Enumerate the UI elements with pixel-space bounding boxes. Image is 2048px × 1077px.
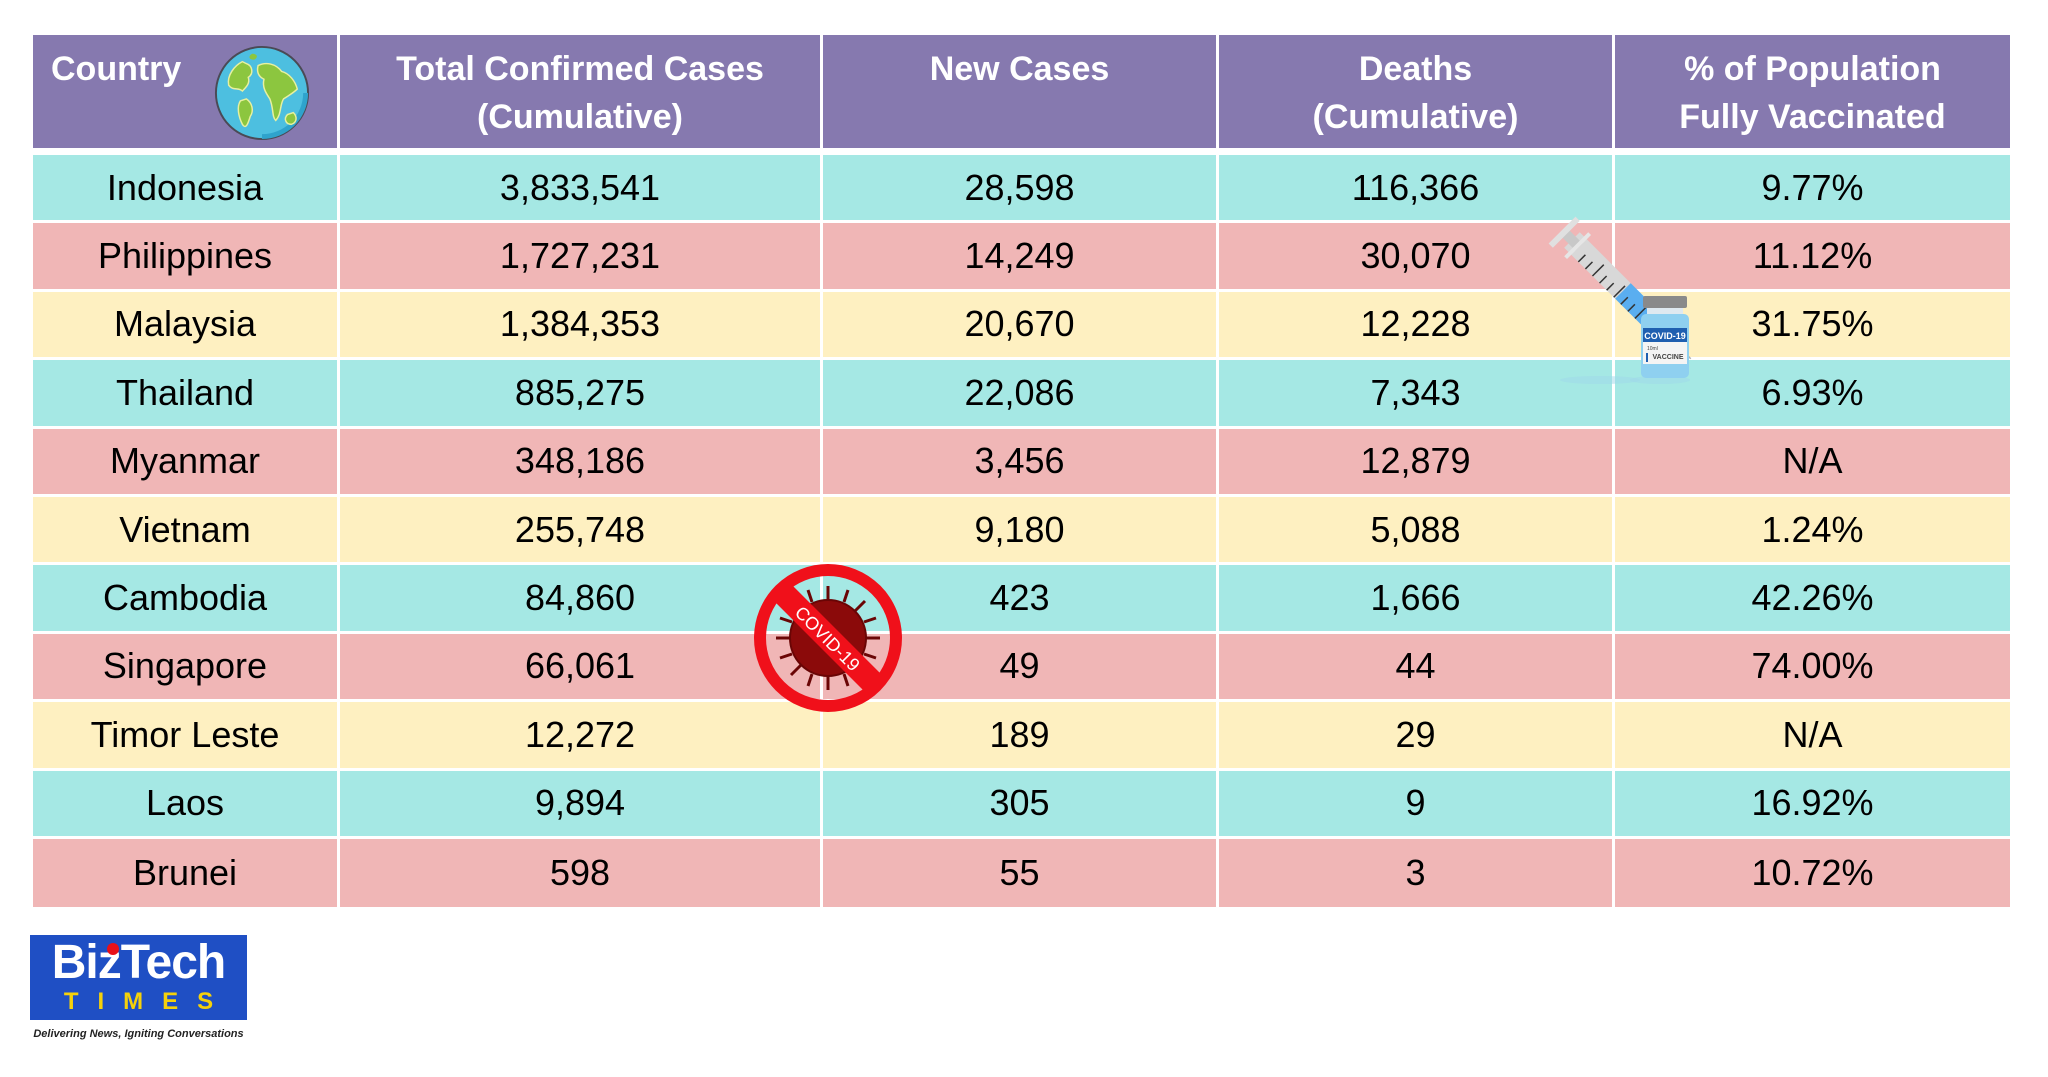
cell-deaths: 1,666 [1219, 565, 1615, 631]
cell-total-cases: 3,833,541 [340, 155, 823, 221]
header-new-cases-line1: New Cases [929, 50, 1110, 88]
biztech-times-logo: BizTech TIMES [30, 935, 247, 1020]
cell-deaths: 12,228 [1219, 291, 1615, 358]
cell-new-cases: 9,180 [823, 496, 1219, 563]
header-total-cases-line2: (Cumulative) [477, 98, 683, 136]
asean-covid-table: Country Total Confirmed Cases (Cumulativ… [33, 35, 2010, 908]
table-row-vietnam: Vietnam 255,748 9,180 5,088 1.24% [33, 496, 2010, 566]
table-row-myanmar: Myanmar 348,186 3,456 12,879 N/A [33, 428, 2010, 497]
header-deaths-line1: Deaths [1358, 50, 1473, 88]
table-row-cambodia: Cambodia 84,860 423 1,666 42.26% [33, 565, 2010, 634]
cell-vaccinated: 74.00% [1615, 633, 2010, 700]
logo-red-dot [107, 943, 119, 955]
cell-new-cases: 22,086 [823, 360, 1219, 426]
cell-country: Philippines [33, 223, 340, 289]
cell-total-cases: 348,186 [340, 428, 823, 494]
cell-total-cases: 84,860 [340, 565, 823, 631]
header-total-cases-line1: Total Confirmed Cases [396, 50, 764, 88]
header-deaths: Deaths (Cumulative) [1219, 35, 1615, 148]
table-header: Country Total Confirmed Cases (Cumulativ… [33, 35, 2010, 148]
cell-country: Vietnam [33, 496, 340, 563]
cell-deaths: 12,879 [1219, 428, 1615, 494]
table-row-indonesia: Indonesia 3,833,541 28,598 116,366 9.77% [33, 155, 2010, 224]
header-vaccinated-line2: Fully Vaccinated [1679, 98, 1946, 136]
header-country-label: Country [51, 50, 182, 88]
cell-deaths: 3 [1219, 838, 1615, 908]
cell-country: Timor Leste [33, 702, 340, 768]
table-body: Indonesia 3,833,541 28,598 116,366 9.77%… [33, 155, 2010, 908]
cell-vaccinated: 16.92% [1615, 770, 2010, 836]
cell-deaths: 29 [1219, 702, 1615, 768]
cell-country: Malaysia [33, 291, 340, 358]
cell-deaths: 30,070 [1219, 223, 1615, 289]
header-deaths-line2: (Cumulative) [1312, 98, 1519, 136]
cell-new-cases: 3,456 [823, 428, 1219, 494]
syringe-vaccine-icon: COVID-19 10ml VACCINE [1548, 216, 1692, 384]
svg-text:10ml: 10ml [1647, 346, 1658, 352]
cell-vaccinated: 1.24% [1615, 496, 2010, 563]
cell-deaths: 9 [1219, 770, 1615, 836]
cell-total-cases: 598 [340, 838, 823, 908]
header-new-cases: New Cases [823, 35, 1219, 148]
table-row-brunei: Brunei 598 55 3 10.72% [33, 838, 2010, 908]
cell-country: Thailand [33, 360, 340, 426]
cell-total-cases: 66,061 [340, 633, 823, 700]
cell-country: Laos [33, 770, 340, 836]
table-row-philippines: Philippines 1,727,231 14,249 30,070 11.1… [33, 223, 2010, 292]
table-row-timor-leste: Timor Leste 12,272 189 29 N/A [33, 702, 2010, 771]
cell-total-cases: 1,727,231 [340, 223, 823, 289]
cell-country: Brunei [33, 838, 340, 908]
table-row-laos: Laos 9,894 305 9 16.92% [33, 770, 2010, 839]
cell-total-cases: 1,384,353 [340, 291, 823, 358]
cell-deaths: 44 [1219, 633, 1615, 700]
cell-vaccinated: N/A [1615, 702, 2010, 768]
header-gap [33, 148, 2010, 155]
cell-country: Singapore [33, 633, 340, 700]
cell-new-cases: 20,670 [823, 291, 1219, 358]
cell-vaccinated: 11.12% [1615, 223, 2010, 289]
header-vaccinated-line1: % of Population [1684, 50, 1941, 88]
header-vaccinated: % of Population Fully Vaccinated [1615, 35, 2010, 148]
header-total-cases: Total Confirmed Cases (Cumulative) [340, 35, 823, 148]
cell-total-cases: 12,272 [340, 702, 823, 768]
cell-new-cases: 14,249 [823, 223, 1219, 289]
header-country: Country [33, 35, 340, 148]
logo-tagline: Delivering News, Igniting Conversations [33, 1028, 244, 1040]
cell-deaths: 116,366 [1219, 155, 1615, 221]
cell-new-cases: 305 [823, 770, 1219, 836]
cell-vaccinated: N/A [1615, 428, 2010, 494]
globe-icon [214, 45, 310, 141]
svg-text:VACCINE: VACCINE [1653, 354, 1684, 361]
cell-country: Cambodia [33, 565, 340, 631]
logo-name-line2: TIMES [63, 988, 233, 1015]
cell-deaths: 5,088 [1219, 496, 1615, 563]
cell-total-cases: 9,894 [340, 770, 823, 836]
svg-text:COVID-19: COVID-19 [1644, 331, 1686, 341]
cell-new-cases: 189 [823, 702, 1219, 768]
no-covid-sign-icon: COVID-19 [754, 564, 902, 712]
cell-total-cases: 885,275 [340, 360, 823, 426]
table-row-singapore: Singapore 66,061 49 44 74.00% [33, 633, 2010, 703]
logo-name-line1: BizTech [51, 936, 226, 989]
cell-vaccinated: 10.72% [1615, 838, 2010, 908]
cell-total-cases: 255,748 [340, 496, 823, 563]
cell-country: Indonesia [33, 155, 340, 221]
cell-new-cases: 28,598 [823, 155, 1219, 221]
cell-country: Myanmar [33, 428, 340, 494]
cell-vaccinated: 9.77% [1615, 155, 2010, 221]
cell-vaccinated: 42.26% [1615, 565, 2010, 631]
cell-deaths: 7,343 [1219, 360, 1615, 426]
table-row-thailand: Thailand 885,275 22,086 7,343 6.93% [33, 360, 2010, 429]
cell-new-cases: 55 [823, 838, 1219, 908]
